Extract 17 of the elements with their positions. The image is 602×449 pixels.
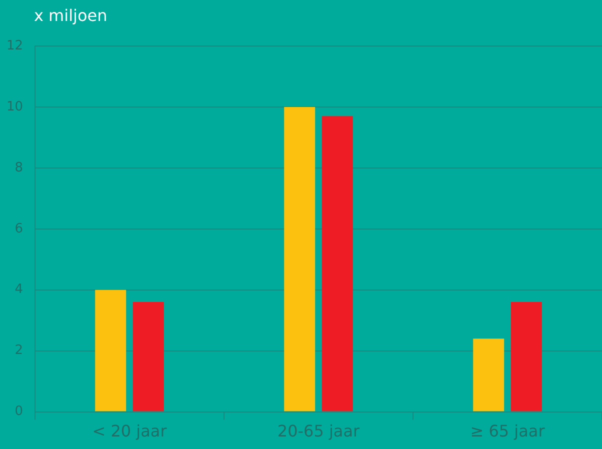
bar	[132, 302, 164, 412]
x-tick-label: < 20 jaar	[92, 422, 168, 441]
y-tick-label: 10	[6, 99, 23, 114]
bar	[510, 302, 542, 412]
bar	[95, 290, 126, 412]
bar	[284, 106, 316, 412]
bar	[473, 338, 504, 412]
y-tick-label: 4	[14, 282, 23, 298]
y-tick-label: 8	[14, 160, 23, 176]
y-tick-label: 0	[14, 404, 23, 420]
y-tick-label: 12	[6, 38, 23, 54]
y-axis-title: x miljoen	[34, 6, 108, 25]
y-tick-label: 2	[14, 343, 23, 358]
x-tick-label: 20-65 jaar	[277, 422, 360, 441]
bar	[322, 116, 353, 412]
x-tick-label: ≥ 65 jaar	[470, 422, 546, 441]
y-tick-label: 6	[14, 221, 23, 236]
